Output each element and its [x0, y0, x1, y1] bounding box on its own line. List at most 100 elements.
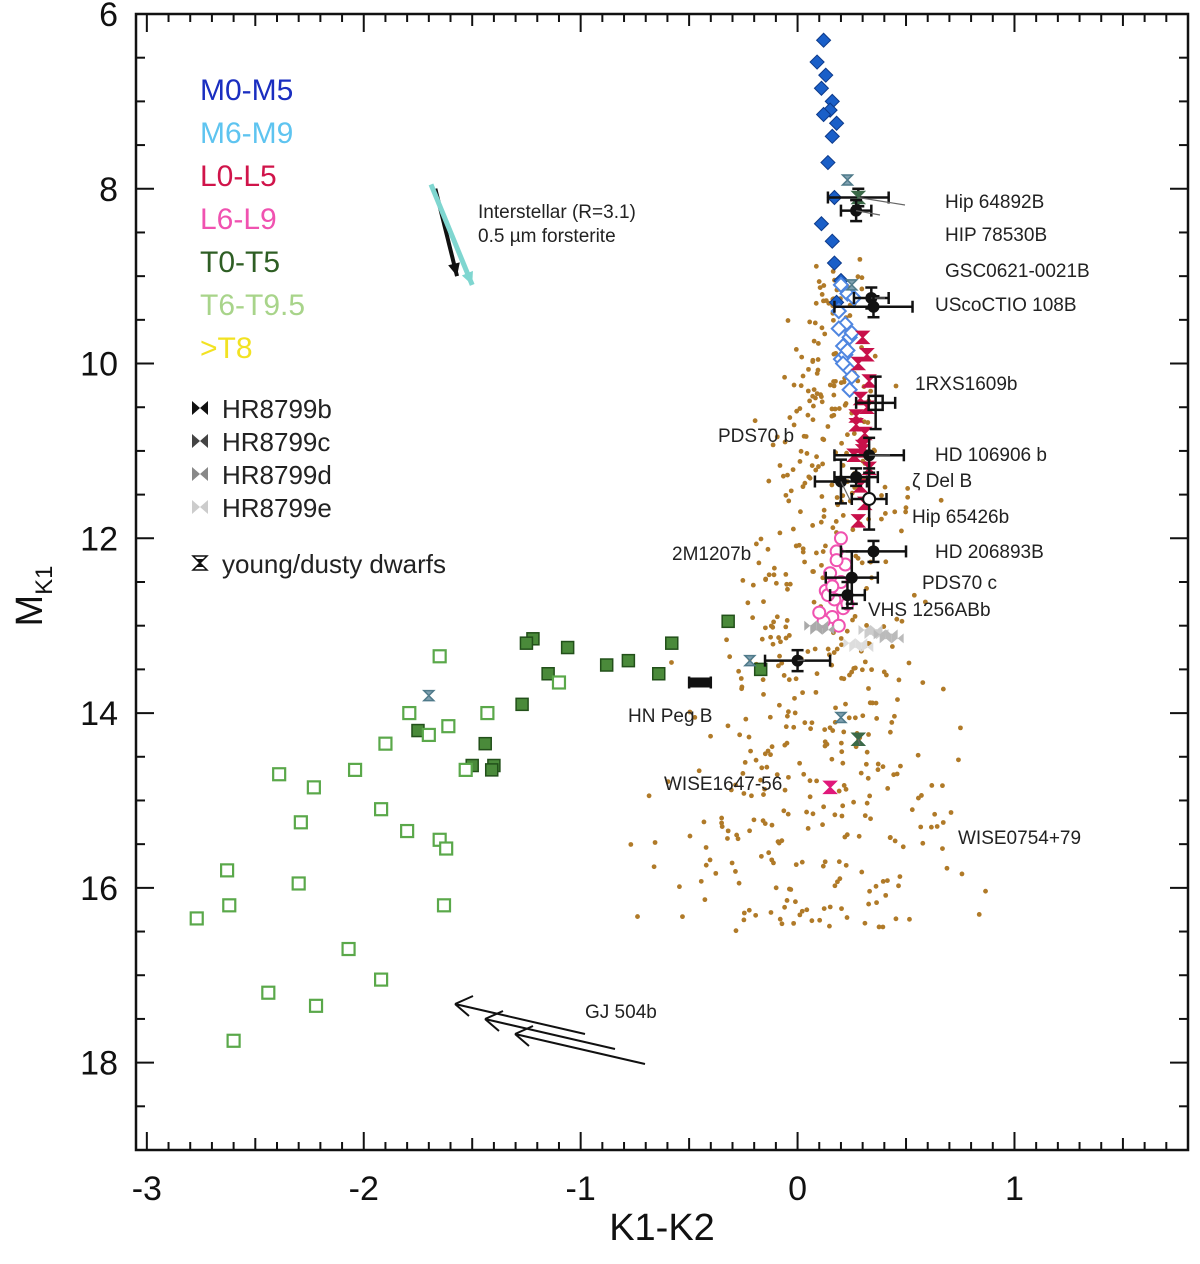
hr8799-point [861, 642, 874, 653]
field-dot [787, 581, 793, 587]
field-dot [829, 482, 835, 488]
series-point [541, 667, 555, 681]
field-dot [897, 874, 903, 879]
field-dot [855, 555, 861, 561]
field-dot [836, 788, 842, 794]
field-dot [687, 833, 693, 839]
field-dot [804, 907, 810, 913]
series-point [820, 154, 836, 171]
field-dot [898, 763, 903, 769]
field-dot [932, 811, 938, 817]
field-dot [806, 366, 811, 372]
series-point [560, 640, 575, 655]
field-dot [768, 910, 774, 915]
field-dot [798, 509, 803, 515]
object-label: HD 206893B [935, 542, 1044, 563]
field-dot [899, 618, 905, 624]
field-dot [777, 653, 782, 659]
field-dot [786, 886, 792, 892]
field-dot [677, 884, 682, 890]
field-dot [785, 318, 791, 323]
field-dot [701, 819, 707, 825]
series-point [621, 653, 636, 668]
y-axis-title: MK1 [9, 565, 58, 626]
field-dot [823, 543, 828, 549]
series-point [852, 479, 869, 493]
series-point [861, 374, 877, 388]
field-dot [872, 353, 878, 359]
field-dot [821, 283, 827, 288]
field-dot [881, 624, 887, 629]
field-dot [805, 649, 811, 654]
young-dusty-point [743, 654, 757, 667]
young-dusty-point [422, 689, 436, 702]
field-dot [812, 320, 818, 326]
field-dot [851, 799, 856, 805]
field-dot [735, 836, 741, 842]
field-dot [948, 810, 954, 815]
field-dot [832, 883, 838, 889]
field-dot [868, 816, 873, 822]
legend-marker-label: young/dusty dwarfs [222, 549, 446, 579]
series-point [441, 719, 456, 734]
object-1rxs1609b: 1RXS1609b [854, 374, 1017, 431]
object-marker [822, 780, 838, 795]
field-dot [805, 412, 811, 418]
field-dot [804, 451, 810, 456]
field-dot [793, 347, 799, 352]
field-dot [769, 744, 775, 750]
field-dot [793, 862, 799, 868]
field-dot [791, 724, 797, 730]
field-dot [765, 546, 771, 552]
field-dot [750, 615, 756, 621]
young-dusty-point [834, 711, 848, 724]
field-dot [698, 878, 704, 884]
field-dot [915, 795, 921, 801]
y-tick-label: 14 [80, 695, 118, 733]
field-dot [762, 786, 767, 792]
field-dot [847, 313, 853, 318]
field-dot [866, 901, 872, 907]
object-pds70-c: PDS70 c [824, 550, 997, 606]
field-dot [940, 783, 945, 789]
field-dot [885, 785, 891, 791]
field-dot [833, 350, 839, 356]
field-dot [845, 432, 850, 438]
field-dot [669, 660, 674, 665]
series-point [432, 649, 447, 664]
field-dot [896, 677, 902, 683]
field-dot [903, 505, 909, 511]
field-dot [817, 285, 823, 291]
field-dot [784, 581, 790, 587]
x-tick-label: 0 [788, 1170, 807, 1208]
series-point [484, 763, 499, 777]
field-dot [810, 417, 816, 423]
object-hn-peg-b: HN Peg B [628, 676, 712, 727]
field-dot [758, 853, 764, 859]
series-point [374, 972, 389, 987]
field-dot [702, 897, 708, 903]
series-point [651, 667, 666, 681]
field-dot [652, 840, 658, 845]
field-dot [806, 474, 812, 480]
x-axis-title: K1-K2 [609, 1207, 715, 1249]
hr8799-point [891, 633, 904, 644]
hr8799-point [822, 624, 835, 635]
field-dot [820, 822, 825, 828]
field-dot [889, 644, 895, 649]
field-dot [771, 619, 777, 625]
series-point [830, 320, 848, 337]
field-dot [834, 646, 840, 652]
object-marker [867, 394, 884, 412]
field-dot [928, 824, 934, 830]
field-dot [819, 399, 825, 405]
field-dot [815, 357, 821, 362]
field-dot [767, 714, 773, 720]
series-point [402, 705, 417, 721]
y-tick-label: 10 [80, 346, 118, 384]
field-dot [790, 467, 796, 473]
series-point [861, 461, 877, 476]
field-dot [882, 484, 888, 490]
field-dot [782, 742, 788, 748]
